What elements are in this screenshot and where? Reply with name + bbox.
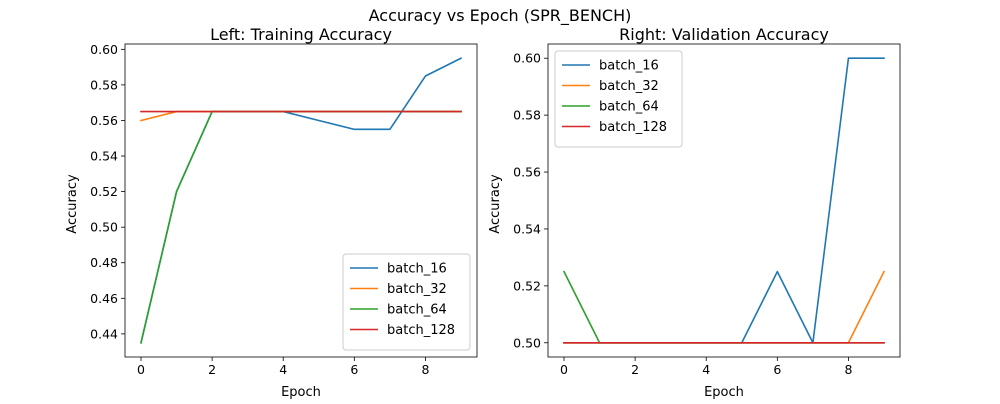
series-line-batch-64 <box>562 270 885 344</box>
legend-label-batch-128: batch_128 <box>387 323 455 338</box>
legend-label-batch-16: batch_16 <box>599 59 659 74</box>
x-tick-label: 2 <box>208 362 216 377</box>
panel-title-training: Left: Training Accuracy <box>210 25 392 44</box>
legend-box <box>554 50 683 148</box>
y-tick-label: 0.60 <box>513 51 541 66</box>
x-tick-label: 8 <box>421 362 429 377</box>
series-line-batch-32 <box>563 270 886 344</box>
panel-title-validation: Right: Validation Accuracy <box>619 25 829 44</box>
y-tick-label: 0.58 <box>90 77 118 92</box>
y-axis-label-training: Accuracy <box>65 174 80 234</box>
y-tick-label: 0.56 <box>90 113 118 128</box>
y-tick-label: 0.58 <box>513 108 541 123</box>
legend-training: batch_16 batch_32 batch_64 batch_128 <box>342 253 471 351</box>
legend-label-batch-64: batch_64 <box>599 100 659 115</box>
y-tick-label: 0.52 <box>513 278 541 293</box>
x-axis-label-training: Epoch <box>281 385 321 400</box>
y-axis-label-validation: Accuracy <box>488 174 503 234</box>
figure-title: Accuracy vs Epoch (SPR_BENCH) <box>369 6 632 26</box>
y-tick-label: 0.50 <box>513 335 541 350</box>
y-tick-label: 0.46 <box>90 291 118 306</box>
y-tick-label: 0.54 <box>90 149 118 164</box>
x-tick-label: 6 <box>773 362 781 377</box>
legend-label-batch-64: batch_64 <box>387 303 447 318</box>
x-tick-label: 6 <box>350 362 358 377</box>
y-tick-label: 0.60 <box>90 42 118 57</box>
x-tick-label: 0 <box>560 362 568 377</box>
y-tick-label: 0.56 <box>513 165 541 180</box>
y-tick-label: 0.50 <box>90 220 118 235</box>
y-tick-label: 0.52 <box>90 184 118 199</box>
validation-accuracy-panel: Right: Validation Accuracy Epoch Accurac… <box>488 25 901 400</box>
legend-label-batch-128: batch_128 <box>599 120 667 135</box>
plot-frame <box>124 43 478 358</box>
y-tick-label: 0.48 <box>90 255 118 270</box>
x-tick-label: 4 <box>279 362 287 377</box>
x-axis-label-validation: Epoch <box>704 385 744 400</box>
y-tick-label: 0.44 <box>90 326 118 341</box>
legend-label-batch-32: batch_32 <box>387 282 447 297</box>
legend-box <box>342 253 471 351</box>
x-tick-label: 8 <box>844 362 852 377</box>
legend-label-batch-16: batch_16 <box>387 262 447 277</box>
legend-validation: batch_16 batch_32 batch_64 batch_128 <box>554 50 683 148</box>
y-tick-label: 0.54 <box>513 221 541 236</box>
x-tick-label: 4 <box>702 362 710 377</box>
x-tick-label: 2 <box>631 362 639 377</box>
legend-label-batch-32: batch_32 <box>599 79 659 94</box>
x-tick-label: 0 <box>137 362 145 377</box>
plot-frame <box>547 43 901 358</box>
training-accuracy-panel: Left: Training Accuracy Epoch Accuracy 0… <box>65 25 478 400</box>
